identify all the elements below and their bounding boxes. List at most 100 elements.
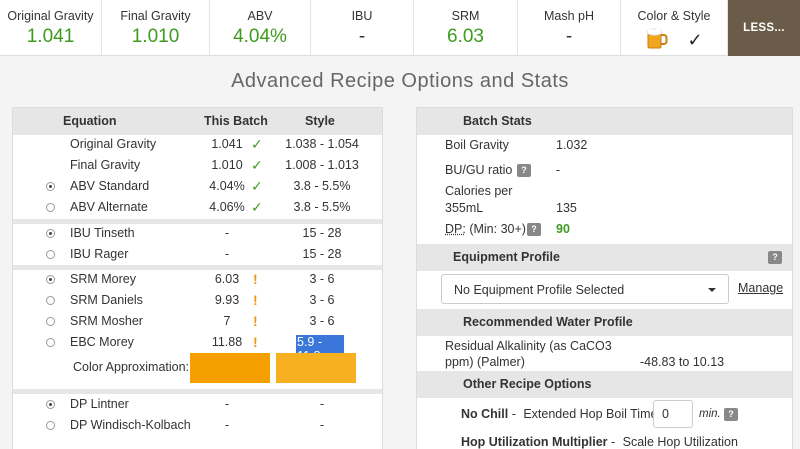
alkalinity-label-line1: Residual Alkalinity (as CaCO3 [445, 339, 612, 353]
stat-value: - [358, 26, 366, 47]
equipment-select-value: No Equipment Profile Selected [454, 283, 625, 297]
equation-name: ABV Standard [70, 179, 150, 193]
ebc-morey-radio[interactable] [46, 338, 55, 347]
style-range: 1.008 - 1.013 [285, 158, 359, 172]
equation-name: SRM Morey [70, 272, 136, 286]
batch-value: - [224, 397, 230, 411]
equation-panel: Equation This Batch Style Original Gravi… [12, 107, 383, 449]
bugu-label: BU/GU ratio [445, 163, 513, 177]
bugu-help-icon[interactable]: ? [517, 164, 531, 177]
stat-label: Original Gravity [7, 9, 94, 23]
equation-name: ABV Alternate [70, 200, 148, 214]
stat-value: 4.04% [233, 26, 287, 47]
equation-name: SRM Daniels [70, 293, 143, 307]
manage-equipment-link[interactable]: Manage [738, 281, 784, 295]
dp-label-rest: (Min: 30+) [465, 222, 526, 236]
row-abv-standard: ABV Standard 4.04% ✓ 3.8 - 5.5% [13, 177, 382, 197]
other-options-title: Other Recipe Options [463, 377, 592, 391]
dp-lintner-radio[interactable] [46, 400, 55, 409]
style-color-swatch [276, 353, 356, 383]
boil-gravity-value: 1.032 [556, 138, 588, 152]
batch-value: 1.041 [211, 137, 243, 151]
hop-boil-time-input[interactable]: 0 [653, 400, 693, 428]
style-range: 3.8 - 5.5% [293, 200, 351, 214]
divider [13, 265, 382, 270]
no-chill-dash: - [508, 407, 520, 421]
stat-value: 6.03 [447, 26, 484, 47]
equipment-profile-select[interactable]: No Equipment Profile Selected [441, 274, 729, 304]
stat-abv: ABV 4.04% [210, 0, 311, 56]
in-range-check-icon: ✓ [251, 136, 263, 152]
dp-label: DP: (Min: 30+) [445, 222, 526, 236]
hop-boil-time-label: Extended Hop Boil Time [523, 407, 658, 421]
bugu-value: - [556, 163, 561, 177]
style-range: 15 - 28 [302, 247, 342, 261]
srm-morey-radio[interactable] [46, 275, 55, 284]
out-of-range-warning-icon: ! [253, 313, 258, 329]
equation-name: EBC Morey [70, 335, 134, 349]
out-of-range-warning-icon: ! [253, 334, 258, 350]
divider [13, 219, 382, 224]
checkmark-icon: ✓ [687, 29, 703, 50]
dp-windisch-kolbach-radio[interactable] [46, 421, 55, 430]
stat-original-gravity: Original Gravity 1.041 [0, 0, 102, 56]
no-chill-row: No Chill - Extended Hop Boil Time [461, 407, 657, 421]
equipment-help-icon[interactable]: ? [768, 251, 782, 264]
divider [13, 389, 382, 394]
ibu-tinseth-radio[interactable] [46, 229, 55, 238]
less-button[interactable]: LESS... [728, 0, 800, 56]
equation-name: Final Gravity [70, 158, 141, 172]
style-range: - [319, 397, 325, 411]
header-this-batch: This Batch [204, 114, 268, 128]
batch-value: 7 [223, 314, 231, 328]
out-of-range-warning-icon: ! [253, 271, 258, 287]
style-range: 3 - 6 [309, 293, 335, 307]
equipment-profile-header: Equipment Profile ? [417, 244, 792, 271]
alkalinity-value: -48.83 to 10.13 [640, 355, 725, 369]
row-ibu-tinseth: IBU Tinseth - 15 - 28 [13, 224, 382, 244]
stat-srm: SRM 6.03 [414, 0, 518, 56]
stat-label: Color & Style [637, 9, 711, 23]
batch-value: - [224, 247, 230, 261]
srm-daniels-radio[interactable] [46, 296, 55, 305]
row-abv-alternate: ABV Alternate 4.06% ✓ 3.8 - 5.5% [13, 198, 382, 218]
batch-value: 9.93 [214, 293, 240, 307]
batch-stats-title: Batch Stats [463, 114, 532, 128]
row-srm-mosher: SRM Mosher 7 ! 3 - 6 [13, 312, 382, 332]
abv-alternate-radio[interactable] [46, 203, 55, 212]
batch-value: - [224, 226, 230, 240]
dp-value: 90 [556, 222, 570, 236]
in-range-check-icon: ✓ [251, 199, 263, 215]
batch-value: 4.04% [209, 179, 245, 193]
abv-standard-radio[interactable] [46, 182, 55, 191]
out-of-range-warning-icon: ! [253, 292, 258, 308]
in-range-check-icon: ✓ [251, 178, 263, 194]
equation-name: IBU Tinseth [70, 226, 135, 240]
batch-value: - [224, 418, 230, 432]
srm-mosher-radio[interactable] [46, 317, 55, 326]
in-range-check-icon: ✓ [251, 157, 263, 173]
no-chill-label: No Chill [461, 407, 509, 421]
style-range: 3.8 - 5.5% [293, 179, 351, 193]
stat-label: Final Gravity [120, 9, 191, 23]
boil-gravity-label: Boil Gravity [445, 138, 509, 152]
equation-name: SRM Mosher [70, 314, 143, 328]
stat-final-gravity: Final Gravity 1.010 [102, 0, 210, 56]
equation-name: DP Windisch-Kolbach [70, 418, 191, 432]
hop-util-row: Hop Utilization Multiplier - Scale Hop U… [461, 435, 738, 449]
style-range: 15 - 28 [302, 226, 342, 240]
style-range: 3 - 6 [309, 314, 335, 328]
stat-color-style[interactable]: Color & Style ✓ [621, 0, 728, 56]
batch-color-swatch [190, 353, 270, 383]
other-options-header: Other Recipe Options [417, 371, 792, 398]
dp-help-icon[interactable]: ? [527, 223, 541, 236]
style-range: 1.038 - 1.054 [285, 137, 359, 151]
row-ibu-rager: IBU Rager - 15 - 28 [13, 245, 382, 265]
header-equation: Equation [63, 114, 117, 128]
alkalinity-label-line2: ppm) (Palmer) [445, 355, 525, 369]
stat-label: ABV [247, 9, 273, 23]
calories-value: 135 [556, 201, 577, 215]
stat-label: IBU [351, 9, 373, 23]
no-chill-help-icon[interactable]: ? [724, 408, 738, 421]
ibu-rager-radio[interactable] [46, 250, 55, 259]
